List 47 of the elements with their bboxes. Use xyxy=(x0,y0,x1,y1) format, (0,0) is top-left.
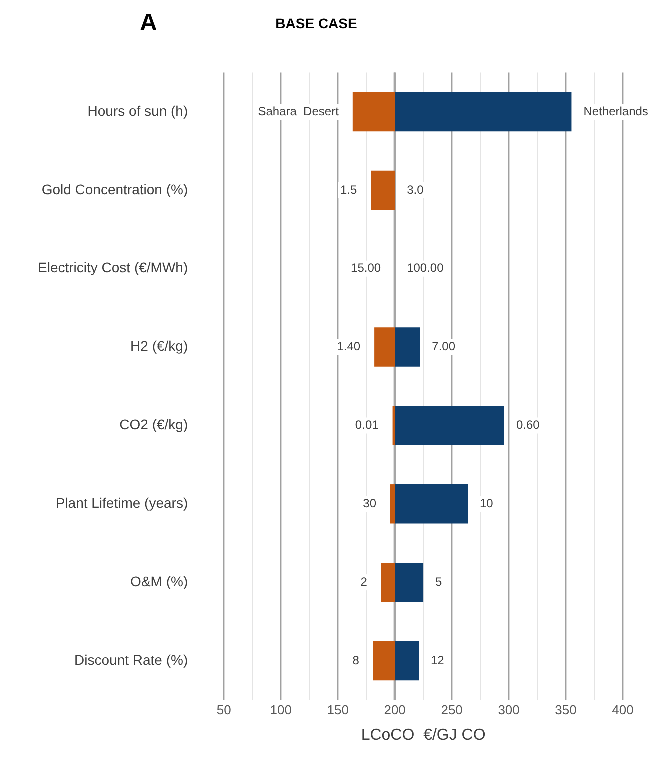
bar xyxy=(352,92,396,132)
x-tick-label: 250 xyxy=(441,702,463,718)
bar xyxy=(371,170,396,210)
annotation: 0.60 xyxy=(516,418,540,432)
annotation: 12 xyxy=(431,653,445,668)
y-tick-label: O&M (%) xyxy=(130,573,188,590)
annotation: 3.0 xyxy=(407,182,424,197)
y-tick-label: H2 (€/kg) xyxy=(130,338,188,354)
x-axis-title: LCoCO €/GJ CO xyxy=(361,726,486,744)
bar xyxy=(390,484,396,524)
annotation: 1.40 xyxy=(337,340,361,354)
bar xyxy=(373,641,396,681)
annotation: 15.00 xyxy=(351,261,382,276)
x-tick-label: 100 xyxy=(270,702,292,718)
y-tick-label: Gold Concentration (%) xyxy=(42,181,188,198)
annotation: Sahara Desert xyxy=(258,104,340,118)
y-tick-label: CO2 (€/kg) xyxy=(120,416,188,433)
x-tick-label: 150 xyxy=(327,702,349,718)
x-tick-label: 400 xyxy=(612,702,634,718)
x-tick-label: 200 xyxy=(384,702,406,718)
y-tick-label: Plant Lifetime (years) xyxy=(56,494,188,511)
annotation: 1.5 xyxy=(340,182,358,197)
annotation: Netherlands xyxy=(584,104,648,118)
text: A xyxy=(140,10,158,37)
x-tick-label: 300 xyxy=(498,702,520,718)
bar xyxy=(381,562,396,602)
annotation: 30 xyxy=(363,496,377,510)
y-tick-label: Hours of sun (h) xyxy=(88,102,188,119)
bar xyxy=(395,328,420,367)
annotation: 10 xyxy=(480,496,494,510)
annotation: 100.00 xyxy=(407,261,444,276)
bar xyxy=(395,406,504,446)
annotation: 8 xyxy=(352,653,360,668)
annotation: 0.01 xyxy=(355,418,380,432)
chart-title: BASE CASE xyxy=(276,15,358,32)
bar xyxy=(395,562,424,602)
annotation: 5 xyxy=(436,574,443,589)
bar xyxy=(395,92,572,132)
bar xyxy=(395,484,468,524)
y-tick-label: Discount Rate (%) xyxy=(74,652,188,668)
x-tick-label: 50 xyxy=(216,702,232,718)
annotation: 7.00 xyxy=(432,340,456,354)
annotation: 2 xyxy=(360,574,368,589)
bar xyxy=(395,641,420,681)
bar xyxy=(374,328,396,367)
x-tick-label: 350 xyxy=(555,702,577,718)
y-tick-label: Electricity Cost (€/MWh) xyxy=(38,260,188,276)
